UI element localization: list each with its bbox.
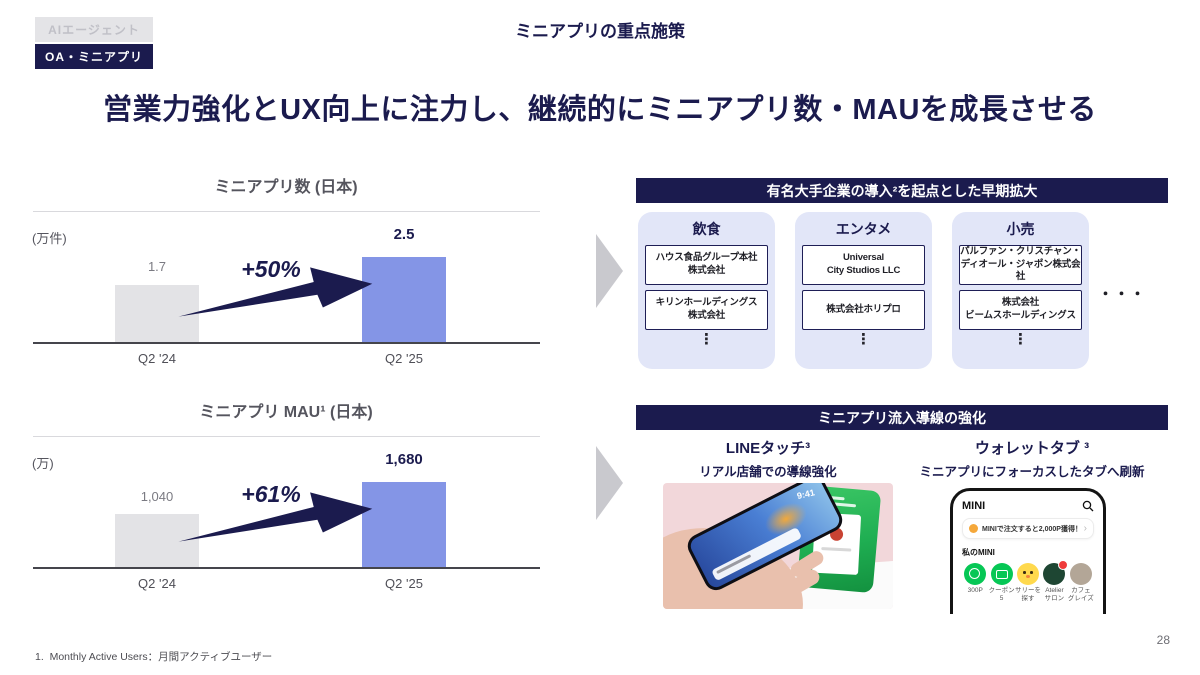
funnel-item-line-touch: LINEタッチ³ リアル店舗での導線強化: [640, 437, 896, 480]
more-ellipsis: ・・・: [1098, 286, 1147, 303]
chevron-right-icon: [596, 446, 623, 520]
x-axis-line: [33, 567, 540, 569]
vertical-ellipsis: ⋮: [1013, 331, 1028, 348]
bar-value-label: 1.7: [147, 259, 167, 274]
mini-icon-sally: サリーを 探す: [1015, 563, 1041, 603]
divider: [33, 436, 540, 437]
company-box: Universal City Studios LLC: [802, 245, 925, 285]
chart-miniapp-mau: ミニアプリ MAU¹ (日本) (万) 1,040 1,680 +61% Q2 …: [30, 395, 542, 623]
x-tick-label: Q2 '25: [385, 351, 423, 366]
bar-value-label: 1,040: [140, 489, 174, 504]
chart-title: ミニアプリ数 (日本): [214, 179, 358, 196]
x-tick-label: Q2 '24: [138, 576, 176, 591]
category-title: 飲食: [692, 221, 721, 237]
company-box: パルファン・クリスチャン・ ディオール・ジャポン株式会社: [959, 245, 1082, 285]
bar-q2-25: [362, 482, 446, 567]
bar-q2-24: [115, 285, 199, 342]
axis-unit-label: (万): [32, 456, 54, 471]
duck-beak-icon: [1026, 575, 1031, 578]
coupon-ticket-icon: [995, 570, 1008, 579]
duck-eye-icon: [1023, 571, 1026, 574]
terminal-card-text: [821, 547, 852, 552]
duck-eye-icon: [1030, 571, 1033, 574]
chart-miniapp-count: ミニアプリ数 (日本) (万件) 1.7 2.5 +50% Q2 '24 Q2 …: [30, 170, 542, 398]
company-box: 株式会社ホリプロ: [802, 290, 925, 330]
category-card-retail: 小売 パルファン・クリスチャン・ ディオール・ジャポン株式会社 株式会社 ビーム…: [952, 212, 1089, 369]
chevron-right-icon: [596, 234, 623, 308]
chevron-right-icon: ›: [1083, 522, 1087, 534]
funnel-item-subtitle: ミニアプリにフォーカスしたタブへ刷新: [919, 465, 1145, 479]
mini-icon-cafe: カフェ グレイズ: [1068, 563, 1094, 603]
category-title: エンタメ: [835, 221, 892, 237]
funnel-item-wallet-tab: ウォレットタブ ³ ミニアプリにフォーカスしたタブへ刷新: [898, 437, 1166, 480]
my-mini-section-title: 私のMINI: [962, 548, 995, 557]
mini-icon-label: サリーを 探す: [1015, 587, 1042, 603]
growth-label: +61%: [241, 481, 301, 507]
x-axis-line: [33, 342, 540, 344]
category-card-entertainment: エンタメ Universal City Studios LLC 株式会社ホリプロ…: [795, 212, 932, 369]
axis-unit-label: (万件): [32, 231, 67, 246]
tag-oa-miniapp: OA・ミニアプリ: [35, 44, 153, 69]
vertical-ellipsis: ⋮: [699, 331, 714, 348]
bar-value-label: 2.5: [393, 226, 415, 243]
wallet-tab-mock: MINI MINIで注文すると2,000P獲得！ › 私のMINI 300P: [928, 486, 1126, 614]
points-banner: MINIで注文すると2,000P獲得！ ›: [962, 518, 1094, 539]
phone-frame: MINI MINIで注文すると2,000P獲得！ › 私のMINI 300P: [950, 488, 1106, 614]
headline: 営業力強化とUX向上に注力し、継続的にミニアプリ数・MAUを成長させる: [103, 94, 1097, 126]
line-touch-photo: 9:41: [663, 483, 893, 609]
x-tick-label: Q2 '25: [385, 576, 423, 591]
growth-label: +50%: [241, 256, 301, 282]
bar-value-label: 1,680: [385, 451, 423, 468]
lockscreen-clock: 9:41: [795, 487, 816, 502]
bar-q2-25: [362, 257, 446, 342]
panel-header-adoption: 有名大手企業の導入²を起点とした早期拡大: [636, 178, 1168, 203]
slide-title: ミニアプリの重点施策: [515, 22, 685, 41]
mini-icon-label: 300P: [967, 587, 983, 594]
vertical-ellipsis: ⋮: [856, 331, 871, 348]
company-box: 株式会社 ビームスホールディングス: [959, 290, 1082, 330]
funnel-item-title: ウォレットタブ ³: [974, 440, 1090, 457]
tag-ai-agent: AIエージェント: [35, 17, 153, 42]
chart-title: ミニアプリ MAU¹ (日本): [199, 404, 373, 421]
x-tick-label: Q2 '24: [138, 351, 176, 366]
category-title: 小売: [1006, 221, 1035, 237]
mini-icon-coupon: クーポン 5: [988, 563, 1015, 603]
page-number: 28: [1156, 633, 1170, 647]
category-card-food: 飲食 ハウス食品グループ本社 株式会社 キリンホールディングス 株式会社 ⋮: [638, 212, 775, 369]
mini-icon-label: Atelier サロン: [1044, 587, 1065, 603]
mini-app-title: MINI: [962, 500, 986, 512]
banner-text: MINIで注文すると2,000P獲得！: [982, 525, 1080, 533]
divider: [33, 211, 540, 212]
footnote: 1. Monthly Active Users：月間アクティブユーザー: [35, 650, 273, 663]
notification-badge: [1058, 560, 1069, 570]
growth-arrow-icon: [178, 267, 373, 317]
panel-header-funnel: ミニアプリ流入導線の強化: [636, 405, 1168, 430]
footnotes: 1. Monthly Active Users：月間アクティブユーザー 2. 2…: [35, 615, 518, 675]
company-box: ハウス食品グループ本社 株式会社: [645, 245, 768, 285]
search-icon: [1082, 500, 1094, 512]
mini-icon-points: 300P: [962, 563, 988, 603]
funnel-item-title: LINEタッチ³: [725, 440, 811, 457]
mini-icon-atelier: Atelier サロン: [1041, 560, 1069, 603]
mini-icon-label: クーポン 5: [988, 587, 1015, 603]
funnel-item-subtitle: リアル店舗での導線強化: [699, 465, 837, 479]
points-coin-icon: [969, 568, 981, 579]
mini-icon-label: カフェ グレイズ: [1067, 587, 1094, 603]
company-box: キリンホールディングス 株式会社: [645, 290, 768, 330]
growth-arrow-icon: [178, 492, 373, 542]
bell-icon: [969, 524, 978, 533]
